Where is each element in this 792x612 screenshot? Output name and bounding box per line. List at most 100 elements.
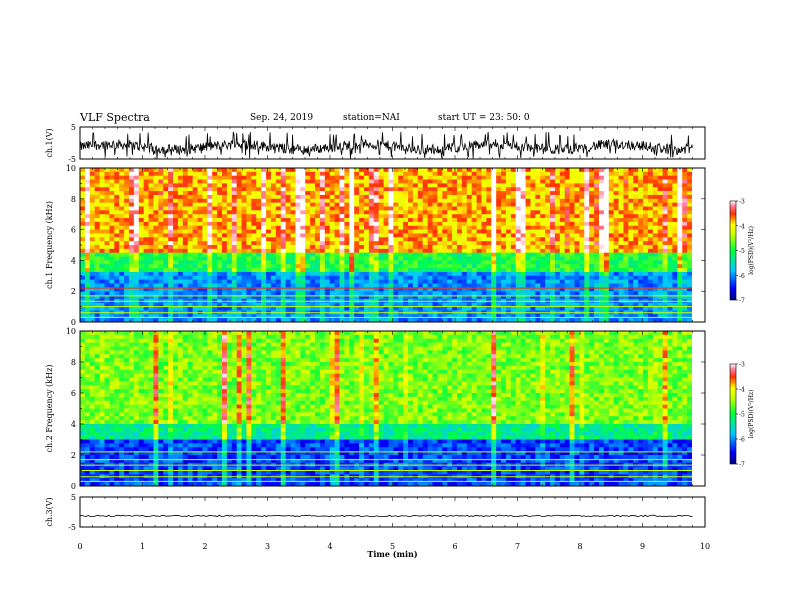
heatmap-cell bbox=[437, 218, 443, 223]
heatmap-cell bbox=[403, 295, 409, 300]
heatmap-cell bbox=[393, 206, 399, 211]
heatmap-cell bbox=[408, 291, 414, 296]
heatmap-cell bbox=[212, 187, 218, 192]
heatmap-cell bbox=[569, 194, 575, 200]
heatmap-cell bbox=[241, 275, 247, 281]
heatmap-cell bbox=[667, 218, 673, 223]
heatmap-cell bbox=[285, 183, 291, 188]
heatmap-cell bbox=[261, 233, 267, 238]
heatmap-cell bbox=[638, 214, 644, 219]
heatmap-cell bbox=[545, 260, 551, 265]
heatmap-cell bbox=[354, 187, 360, 192]
heatmap-cell bbox=[623, 225, 629, 230]
heatmap-cell bbox=[550, 175, 556, 180]
heatmap-cell bbox=[628, 271, 634, 277]
heatmap-cell bbox=[221, 245, 228, 250]
heatmap-cell bbox=[427, 198, 433, 204]
heatmap-cell bbox=[280, 268, 287, 273]
heatmap-cell bbox=[569, 202, 575, 207]
heatmap-cell bbox=[393, 191, 399, 196]
heatmap-cell bbox=[109, 171, 115, 177]
heatmap-cell bbox=[388, 287, 394, 292]
heatmap-cell bbox=[456, 221, 463, 227]
heatmap-cell bbox=[133, 229, 140, 234]
heatmap-cell bbox=[422, 210, 429, 215]
heatmap-cell bbox=[535, 283, 541, 288]
heatmap-cell bbox=[628, 225, 634, 230]
heatmap-cell bbox=[104, 252, 110, 257]
heatmap-cell bbox=[280, 191, 287, 196]
heatmap-cell bbox=[339, 187, 345, 192]
heatmap-cell bbox=[545, 256, 551, 261]
heatmap-cell bbox=[148, 237, 154, 242]
heatmap-cell bbox=[447, 171, 453, 177]
heatmap-cell bbox=[412, 194, 419, 200]
heatmap-cell bbox=[647, 291, 654, 296]
heatmap-cell bbox=[119, 252, 125, 257]
heatmap-cell bbox=[461, 271, 468, 277]
heatmap-cell bbox=[80, 237, 86, 242]
heatmap-cell bbox=[501, 191, 507, 196]
heatmap-cell bbox=[638, 179, 644, 184]
heatmap-cell bbox=[295, 191, 301, 196]
heatmap-cell bbox=[682, 302, 688, 307]
heatmap-cell bbox=[246, 194, 252, 200]
heatmap-cell bbox=[594, 183, 600, 188]
heatmap-cell bbox=[182, 314, 189, 319]
heatmap-cell bbox=[461, 171, 468, 177]
heatmap-cell bbox=[231, 187, 238, 192]
heatmap-cell bbox=[94, 264, 100, 269]
heatmap-cell bbox=[594, 171, 600, 177]
heatmap-cell bbox=[187, 314, 194, 319]
heatmap-cell bbox=[388, 218, 394, 223]
heatmap-cell bbox=[643, 264, 649, 269]
heatmap-cell bbox=[628, 237, 634, 242]
heatmap-cell bbox=[491, 210, 497, 215]
heatmap-cell bbox=[173, 245, 179, 250]
heatmap-cell bbox=[329, 225, 335, 230]
heatmap-cell bbox=[354, 271, 360, 277]
heatmap-cell bbox=[158, 306, 164, 311]
heatmap-cell bbox=[119, 283, 125, 288]
heatmap-cell bbox=[505, 225, 512, 230]
heatmap-cell bbox=[452, 248, 458, 254]
heatmap-cell bbox=[545, 241, 551, 246]
heatmap-cell bbox=[217, 268, 223, 273]
heatmap-cell bbox=[207, 187, 213, 192]
heatmap-cell bbox=[217, 179, 223, 184]
heatmap-cell bbox=[461, 283, 468, 288]
heatmap-cell bbox=[173, 202, 179, 207]
heatmap-cell bbox=[256, 283, 262, 288]
heatmap-cell bbox=[393, 175, 399, 180]
heatmap-cell bbox=[128, 252, 135, 257]
heatmap-cell bbox=[256, 183, 262, 188]
heatmap-cell bbox=[212, 171, 218, 177]
heatmap-cell bbox=[295, 214, 301, 219]
heatmap-cell bbox=[187, 241, 194, 246]
heatmap-cell bbox=[173, 168, 179, 173]
heatmap-cell bbox=[344, 183, 350, 188]
heatmap-cell bbox=[550, 287, 556, 292]
heatmap-cell bbox=[569, 268, 575, 273]
heatmap-cell bbox=[133, 225, 140, 230]
heatmap-cell bbox=[368, 198, 375, 204]
heatmap-cell bbox=[221, 198, 228, 204]
heatmap-cell bbox=[114, 306, 120, 311]
heatmap-cell bbox=[545, 202, 551, 207]
heatmap-cell bbox=[94, 218, 100, 223]
heatmap-cell bbox=[569, 302, 575, 307]
heatmap-cell bbox=[554, 256, 561, 261]
heatmap-cell bbox=[501, 302, 507, 307]
heatmap-cell bbox=[173, 283, 179, 288]
heatmap-cell bbox=[109, 248, 115, 254]
heatmap-cell bbox=[202, 225, 208, 230]
heatmap-cell bbox=[550, 260, 556, 265]
heatmap-cell bbox=[535, 191, 541, 196]
heatmap-cell bbox=[608, 191, 615, 196]
heatmap-cell bbox=[427, 291, 433, 296]
heatmap-cell bbox=[84, 229, 91, 234]
heatmap-cell bbox=[94, 225, 100, 230]
heatmap-cell bbox=[344, 229, 350, 234]
heatmap-cell bbox=[383, 260, 389, 265]
heatmap-cell bbox=[84, 271, 91, 277]
